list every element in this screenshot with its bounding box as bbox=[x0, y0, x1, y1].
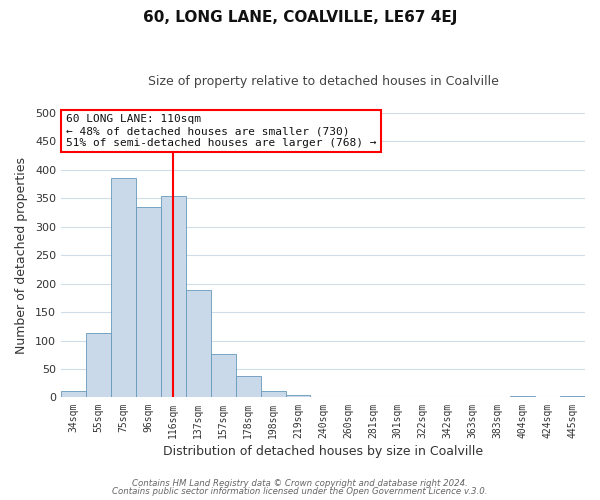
Text: Contains public sector information licensed under the Open Government Licence v.: Contains public sector information licen… bbox=[112, 487, 488, 496]
Bar bbox=[510, 396, 535, 398]
Bar bbox=[161, 196, 186, 398]
Bar bbox=[236, 376, 260, 398]
Bar bbox=[211, 354, 236, 398]
Bar bbox=[61, 390, 86, 398]
Y-axis label: Number of detached properties: Number of detached properties bbox=[15, 156, 28, 354]
Bar bbox=[111, 178, 136, 398]
Text: 60 LONG LANE: 110sqm
← 48% of detached houses are smaller (730)
51% of semi-deta: 60 LONG LANE: 110sqm ← 48% of detached h… bbox=[66, 114, 376, 148]
Bar bbox=[186, 290, 211, 398]
Bar bbox=[286, 394, 310, 398]
Title: Size of property relative to detached houses in Coalville: Size of property relative to detached ho… bbox=[148, 75, 499, 88]
Text: Contains HM Land Registry data © Crown copyright and database right 2024.: Contains HM Land Registry data © Crown c… bbox=[132, 478, 468, 488]
Bar bbox=[86, 333, 111, 398]
Bar bbox=[560, 396, 585, 398]
Bar bbox=[136, 208, 161, 398]
Text: 60, LONG LANE, COALVILLE, LE67 4EJ: 60, LONG LANE, COALVILLE, LE67 4EJ bbox=[143, 10, 457, 25]
Bar bbox=[260, 390, 286, 398]
X-axis label: Distribution of detached houses by size in Coalville: Distribution of detached houses by size … bbox=[163, 444, 483, 458]
